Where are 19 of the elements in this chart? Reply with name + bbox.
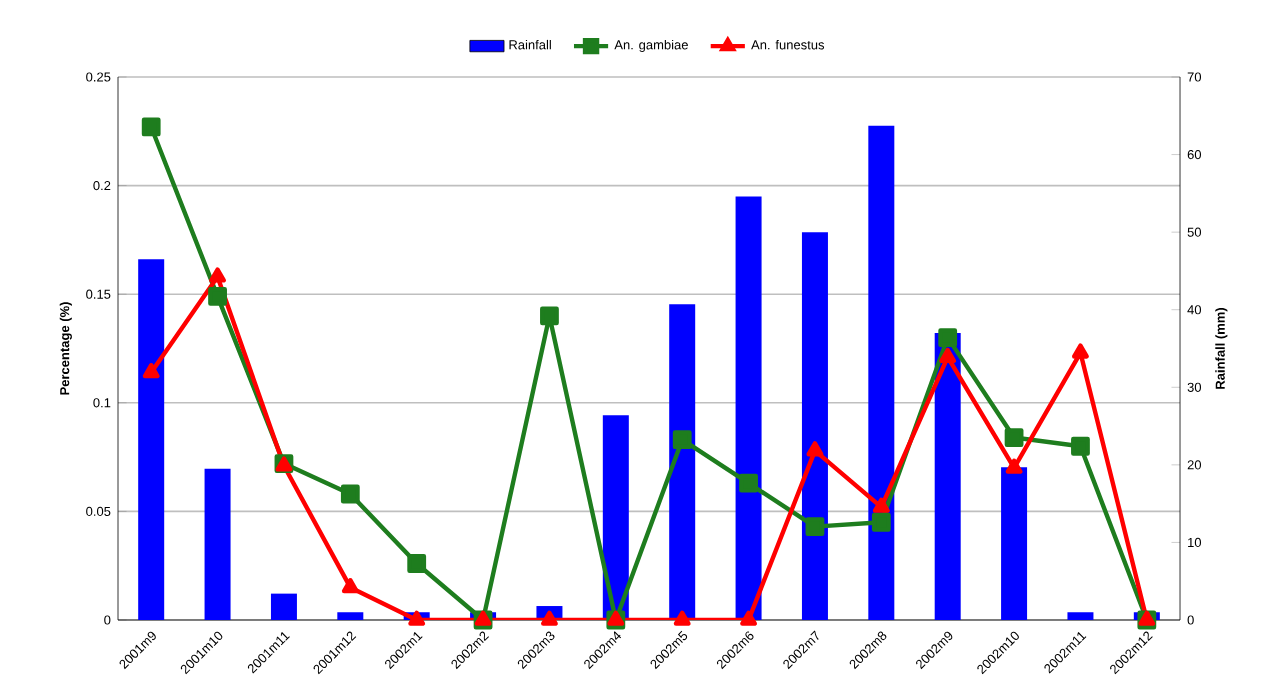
legend-label: Rainfall [509,39,551,50]
y-tick-label: 0.15 [86,289,111,299]
y-tick-label: 0.1 [93,398,111,408]
y-tick-label: 0.25 [86,72,111,82]
y-tick-label: 0.05 [86,506,111,516]
y2-tick-label: 50 [1187,227,1202,237]
y2-tick-label: 10 [1188,537,1202,548]
y2-tick-label: 60 [1187,149,1202,160]
y2-tick-label: 70 [1187,72,1202,82]
y-tick-label: 0 [104,615,111,625]
y-tick-label: 0.2 [93,181,111,191]
y2-tick-label: 0 [1187,615,1194,625]
y2-tick-label: 40 [1187,305,1202,315]
legend-label: An. gambiae [614,39,688,52]
y2-tick-label: 30 [1187,382,1202,392]
y2-tick-label: 20 [1187,460,1202,470]
legend-label: An. funestus [751,39,825,50]
y2-axis-title: Rainfall (mm) [1215,308,1228,389]
y-axis-title: Percentage (%) [59,302,72,395]
